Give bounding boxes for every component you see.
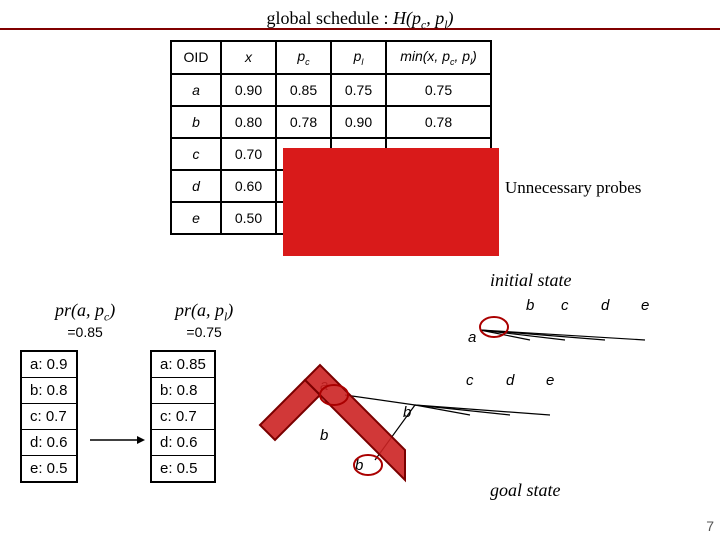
initial-state-label: initial state bbox=[490, 270, 572, 291]
unnecessary-probes-label: Unnecessary probes bbox=[505, 178, 641, 198]
red-ellipses bbox=[320, 317, 508, 475]
svg-text:a: a bbox=[320, 377, 328, 394]
svg-text:d: d bbox=[601, 297, 610, 314]
table-row: b 0.80 0.78 0.90 0.78 bbox=[171, 106, 491, 138]
page-number: 7 bbox=[706, 518, 714, 534]
mini-table-right: a: 0.85 b: 0.8 c: 0.7 d: 0.6 e: 0.5 bbox=[150, 350, 216, 483]
tree-initial: b c d e a bbox=[468, 297, 649, 346]
svg-text:b: b bbox=[526, 297, 534, 314]
svg-text:b: b bbox=[355, 457, 363, 474]
list-item: d: 0.6 bbox=[152, 430, 214, 456]
cell-oid: a bbox=[171, 74, 221, 106]
col-x: x bbox=[221, 41, 276, 74]
tree-goal: c d e b a b b bbox=[320, 372, 554, 474]
svg-text:e: e bbox=[641, 297, 649, 314]
list-item: a: 0.9 bbox=[22, 352, 76, 378]
svg-text:c: c bbox=[466, 372, 474, 389]
title-func: H(pc, pl) bbox=[393, 8, 453, 28]
title-pre: global schedule : bbox=[267, 8, 393, 28]
table-row: a 0.90 0.85 0.75 0.75 bbox=[171, 74, 491, 106]
list-item: c: 0.7 bbox=[152, 404, 214, 430]
svg-text:d: d bbox=[506, 372, 515, 389]
goal-state-label: goal state bbox=[490, 480, 561, 501]
page-title: global schedule : H(pc, pl) bbox=[267, 8, 454, 32]
list-item: c: 0.7 bbox=[22, 404, 76, 430]
svg-text:e: e bbox=[546, 372, 554, 389]
list-item: b: 0.8 bbox=[22, 378, 76, 404]
cell-x: 0.70 bbox=[221, 138, 276, 170]
cell-oid: c bbox=[171, 138, 221, 170]
list-item: d: 0.6 bbox=[22, 430, 76, 456]
col-min: min(x, pc, pl) bbox=[386, 41, 491, 74]
table-header-row: OID x pc pl min(x, pc, pl) bbox=[171, 41, 491, 74]
cell-min: 0.75 bbox=[386, 74, 491, 106]
svg-text:b: b bbox=[320, 427, 328, 444]
mini-table-left: a: 0.9 b: 0.8 c: 0.7 d: 0.6 e: 0.5 bbox=[20, 350, 78, 483]
list-item: e: 0.5 bbox=[152, 456, 214, 481]
cell-pc: 0.85 bbox=[276, 74, 331, 106]
pr-al-label: pr(a, pl) =0.75 bbox=[175, 300, 233, 340]
list-item: e: 0.5 bbox=[22, 456, 76, 481]
cell-x: 0.60 bbox=[221, 170, 276, 202]
cell-oid: e bbox=[171, 202, 221, 234]
red-probe-block bbox=[283, 148, 499, 256]
cell-oid: b bbox=[171, 106, 221, 138]
cell-min: 0.78 bbox=[386, 106, 491, 138]
svg-text:a: a bbox=[468, 329, 476, 346]
cell-pl: 0.75 bbox=[331, 74, 386, 106]
list-item: a: 0.85 bbox=[152, 352, 214, 378]
col-pc: pc bbox=[276, 41, 331, 74]
cell-pl: 0.90 bbox=[331, 106, 386, 138]
col-pl: pl bbox=[331, 41, 386, 74]
svg-text:b: b bbox=[403, 404, 411, 421]
connector-arrow bbox=[90, 436, 145, 444]
cell-x: 0.50 bbox=[221, 202, 276, 234]
cell-x: 0.80 bbox=[221, 106, 276, 138]
cell-oid: d bbox=[171, 170, 221, 202]
red-chevron bbox=[260, 365, 405, 480]
cell-pc: 0.78 bbox=[276, 106, 331, 138]
cell-x: 0.90 bbox=[221, 74, 276, 106]
col-oid: OID bbox=[171, 41, 221, 74]
svg-text:c: c bbox=[561, 297, 569, 314]
list-item: b: 0.8 bbox=[152, 378, 214, 404]
pr-ac-label: pr(a, pc) =0.85 bbox=[55, 300, 115, 340]
